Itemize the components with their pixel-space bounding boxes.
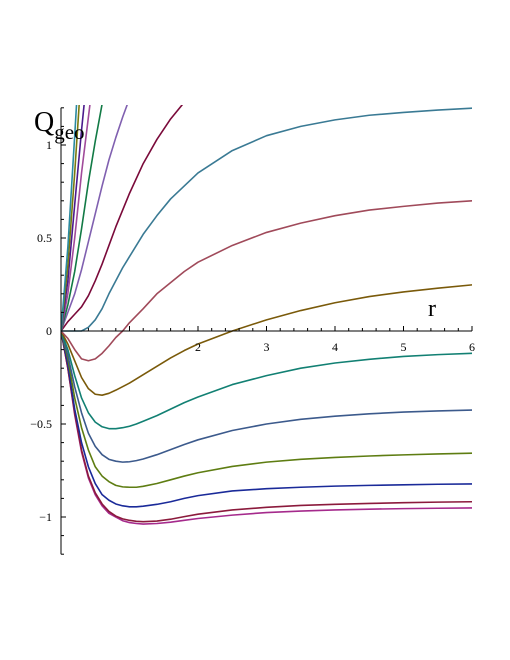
series-line-3 <box>61 330 472 508</box>
y-tick-label: 1 <box>46 138 52 152</box>
x-axis-label: r <box>428 296 436 322</box>
series-line-6 <box>61 330 472 430</box>
series-line-8 <box>61 200 472 362</box>
y-tick-label: 0.5 <box>37 231 52 245</box>
series-line-7 <box>61 284 472 396</box>
ticks-group: 2 3 4 5 6 −1 −0.5 0 0.5 1 <box>30 107 475 555</box>
x-tick-label: 6 <box>469 340 475 354</box>
series-line-13 <box>61 105 91 332</box>
x-tick-label: 2 <box>195 340 201 354</box>
x-tick-label: 4 <box>332 340 338 354</box>
y-axis-label: Qgeo <box>34 107 85 144</box>
series-line-11 <box>61 105 128 332</box>
y-tick-label: 0 <box>46 324 52 338</box>
series-line-4 <box>61 330 472 489</box>
series-line-14 <box>61 105 85 332</box>
y-tick-label: −0.5 <box>30 417 52 431</box>
x-tick-label: 3 <box>264 340 270 354</box>
series-line-5 <box>61 330 472 463</box>
series-line-9 <box>61 107 472 332</box>
y-axis-label-main: Q <box>34 107 54 138</box>
x-tick-label: 5 <box>401 340 407 354</box>
series-line-10 <box>61 105 184 332</box>
series-line-16 <box>61 105 78 332</box>
y-tick-label: −1 <box>39 510 52 524</box>
y-axis-label-sub: geo <box>54 120 84 144</box>
curves-group <box>61 105 472 525</box>
series-line-2 <box>61 330 472 523</box>
series-line-12 <box>61 105 103 332</box>
